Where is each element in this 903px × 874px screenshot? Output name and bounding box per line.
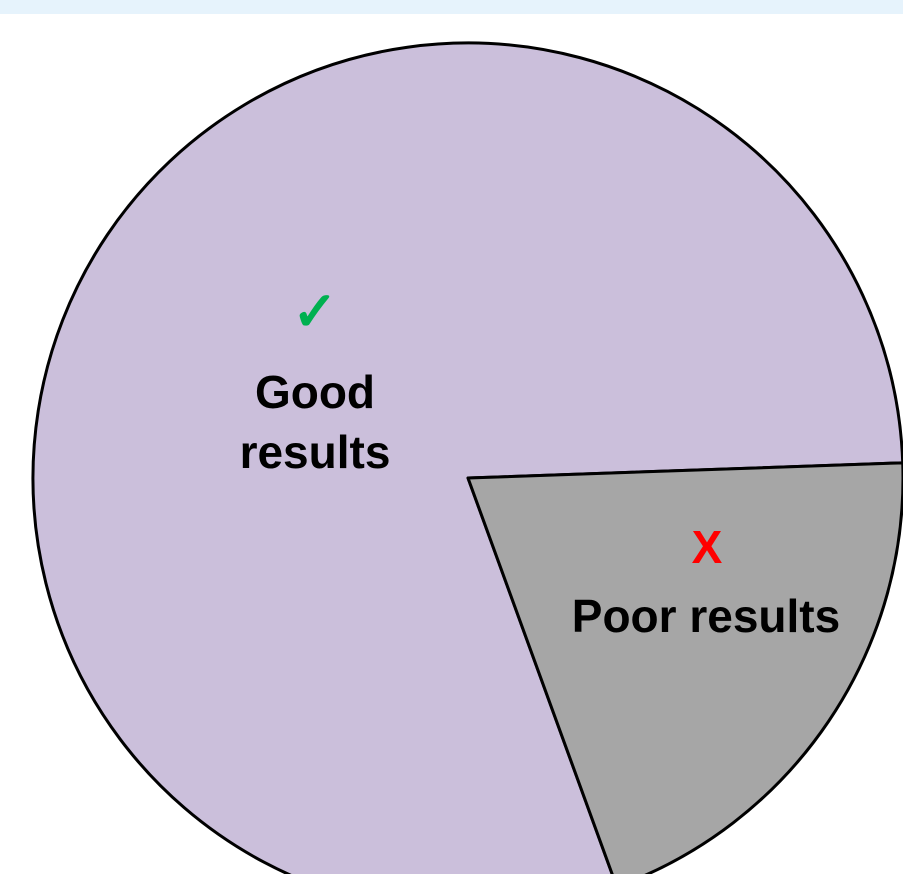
pie-slice — [466, 461, 903, 874]
slice-label: Poor results — [571, 590, 841, 642]
slice-icon: X — [691, 521, 723, 573]
slice-icon: ✓ — [292, 282, 338, 342]
slice-label: Good results — [239, 366, 391, 478]
top-band — [0, 0, 903, 14]
pie-slice — [31, 41, 903, 874]
